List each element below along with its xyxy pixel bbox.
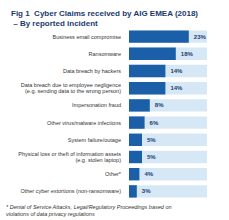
svg-text:18%: 18%	[181, 51, 194, 57]
svg-text:(e.g. stolen laptop): (e.g. stolen laptop)	[75, 157, 121, 163]
svg-text:6%: 6%	[150, 120, 159, 126]
svg-text:8%: 8%	[155, 102, 164, 108]
svg-text:5%: 5%	[147, 137, 156, 143]
svg-text:Data breach due to employee ne: Data breach due to employee negligence	[21, 82, 121, 88]
svg-text:14%: 14%	[170, 85, 183, 91]
svg-text:System failure/outage: System failure/outage	[68, 137, 121, 143]
svg-text:Business email compromise: Business email compromise	[53, 34, 121, 40]
svg-text:5%: 5%	[147, 154, 156, 160]
svg-text:violations of data privacy reg: violations of data privacy regulations	[6, 211, 95, 217]
svg-text:* Denial of Service Attacks, L: * Denial of Service Attacks, Legal/Regul…	[6, 204, 173, 210]
svg-text:Fig 1 Cyber Claims received b: Fig 1 Cyber Claims received by AIG EMEA …	[11, 9, 200, 18]
svg-text:(e.g. sending data to the wron: (e.g. sending data to the wrong person)	[25, 88, 121, 94]
svg-text:23%: 23%	[194, 34, 207, 40]
svg-text:Other virus/malware infections: Other virus/malware infections	[47, 120, 121, 126]
svg-text:14%: 14%	[170, 68, 183, 74]
svg-text:Ransomware: Ransomware	[89, 51, 121, 57]
svg-text:4%: 4%	[144, 171, 153, 177]
svg-text:– By reported incident: – By reported incident	[11, 19, 98, 28]
svg-text:Physical loss or theft of info: Physical loss or theft of information as…	[18, 151, 121, 157]
svg-text:3%: 3%	[142, 188, 151, 194]
svg-text:Other*: Other*	[105, 171, 122, 177]
svg-text:Other cyber extortions (non-ra: Other cyber extortions (non-ransomware)	[20, 188, 121, 194]
svg-text:Impersonation fraud: Impersonation fraud	[72, 102, 121, 108]
svg-text:Data breach by hackers: Data breach by hackers	[63, 68, 121, 74]
